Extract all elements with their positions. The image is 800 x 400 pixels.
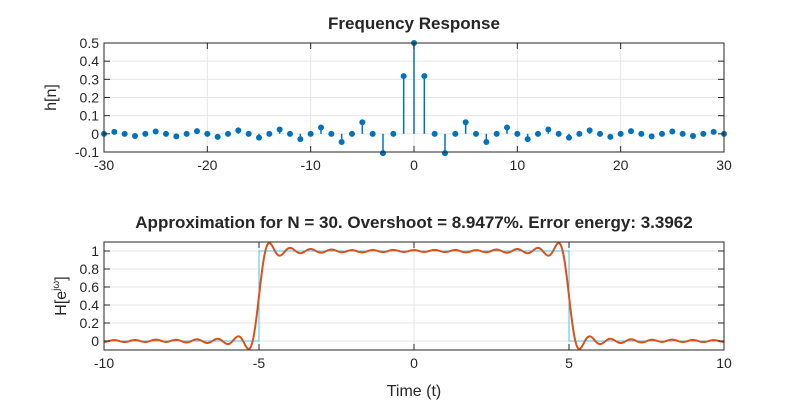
stem-marker [245,130,252,137]
stem-marker [214,133,221,140]
y-tick-label: 0.3 [80,71,100,87]
stem-marker [462,119,469,126]
stem-plot-panel: -30 -20 -10 0 10 20 30 -0.1 0 0.1 0.2 0.3 0.4 0.5 Freq… [43,14,732,173]
stem-marker [483,139,490,146]
stem-marker [555,130,562,137]
stem-marker [524,136,531,143]
stem-marker [338,139,345,146]
x-tick-label: -20 [197,157,217,173]
stem-marker [328,130,335,137]
stem-marker [690,133,696,140]
y-tick-label: 0.5 [80,35,100,51]
stem-marker [297,136,304,143]
y-tick-label: 0.4 [80,297,100,313]
stem-marker [204,130,211,137]
y-tick-label: 1 [91,243,99,259]
stem-marker [390,130,397,137]
stem-marker [710,128,717,135]
stem-marker [380,150,386,157]
chart-title: Approximation for N = 30. Overshoot = 8.… [135,213,692,232]
approximation-plot-panel: -10 -5 0 5 10 0 0.2 0.4 0.6 0.8 1 Approximation for… [51,213,732,400]
stem-marker [121,130,128,137]
stem-marker [628,128,634,135]
y-tick-label: 0.1 [80,108,100,124]
stem-marker [369,130,376,137]
y-tick-label: 0 [91,126,99,142]
x-tick-label: 10 [716,355,732,371]
stem-marker [576,130,583,137]
y-tick-label: -0.1 [75,144,99,160]
stem-marker [504,124,510,131]
approximation-line [103,241,725,351]
stem-marker [349,130,355,137]
chart-title: Frequency Response [328,14,500,33]
stem-marker [597,130,603,137]
stem-marker [648,133,655,140]
stem-marker [225,130,231,137]
stem-marker [307,130,314,137]
stem-marker [586,127,593,134]
stem-marker [183,130,190,137]
stem-marker [111,128,118,135]
x-tick-label: -10 [94,355,114,371]
y-axis-label: H[ejω] [51,276,70,315]
stem-marker [132,133,138,140]
x-tick-label: 30 [716,157,732,173]
stem-marker [421,73,428,80]
stem-marker [431,130,438,137]
stem-marker [287,130,293,137]
stem-marker [473,130,479,137]
stem-marker [452,130,459,137]
stem-marker [359,119,366,126]
stem-marker [318,124,324,131]
stem-marker [194,128,200,135]
stem-marker [659,130,665,137]
stem-marker [700,130,707,137]
y-tick-label: 0 [91,333,99,349]
stem-marker [235,127,242,134]
stem-marker [514,130,521,137]
stem-marker [442,150,448,157]
y-tick-label: 0.6 [80,279,100,295]
x-tick-label: 10 [510,157,526,173]
x-tick-label: -30 [94,157,114,173]
x-tick-label: 0 [410,157,418,173]
stem-marker [493,130,500,137]
stem-marker [400,73,407,80]
stem-marker [607,133,614,140]
x-tick-label: 5 [565,355,573,371]
stem-marker [152,128,159,135]
y-tick-label: 0.8 [80,261,100,277]
stem-marker [266,130,273,137]
x-tick-label: -10 [301,157,321,173]
stem-marker [173,133,180,140]
stem-marker [256,134,262,141]
stem-marker [163,130,169,137]
y-tick-label: 0.2 [80,315,100,331]
x-tick-label: -5 [253,355,266,371]
stem-marker [679,130,686,137]
x-tick-label: 20 [613,157,629,173]
stem-marker [535,130,541,137]
y-tick-label: 0.2 [80,90,100,106]
stem-marker [669,128,676,135]
y-axis-label: h[n] [43,84,60,111]
stem-marker [276,126,283,133]
x-tick-label: 0 [410,355,418,371]
stem-marker [545,126,552,133]
stem-marker [638,130,645,137]
x-axis-label: Time (t) [387,383,442,400]
stem-marker [617,130,624,137]
y-tick-label: 0.4 [80,53,100,69]
stem-marker [566,134,572,141]
stem-marker [142,130,149,137]
